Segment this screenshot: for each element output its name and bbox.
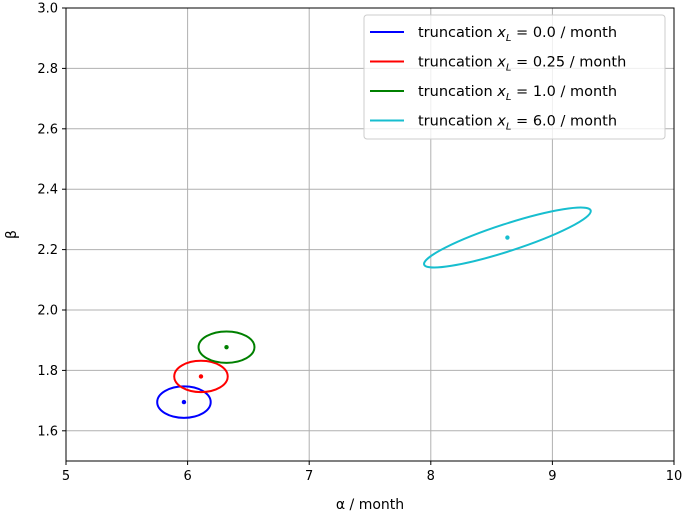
y-tick-label: 1.6 [37, 424, 58, 439]
y-tick-label: 2.0 [37, 304, 58, 319]
ellipses [156, 206, 592, 419]
confidence-ellipse [423, 206, 592, 269]
legend: truncation xL = 0.0 / month truncation xL… [363, 14, 666, 140]
legend-entry: truncation xL = 1.0 / month [418, 84, 617, 103]
plot-frame [65, 7, 675, 462]
y-tick-label: 2.8 [37, 62, 58, 77]
x-tick-label: 10 [666, 469, 683, 484]
x-axis: 5 6 7 8 9 10 [62, 461, 682, 484]
x-tick-label: 8 [427, 469, 435, 484]
legend-entry: truncation xL = 0.25 / month [418, 55, 626, 74]
center-points [181, 235, 510, 405]
center-point [181, 399, 187, 405]
y-axis-label: β [4, 230, 20, 239]
center-point [224, 344, 229, 350]
y-tick-label: 1.8 [37, 364, 58, 379]
confidence-ellipse [156, 385, 212, 419]
y-tick-label: 3.0 [37, 2, 58, 17]
x-tick-label: 9 [548, 469, 556, 484]
center-point [505, 235, 510, 240]
legend-entry: truncation xL = 0.0 / month [418, 25, 617, 44]
y-tick-label: 2.6 [37, 122, 58, 137]
confidence-ellipse [173, 359, 229, 394]
x-tick-label: 6 [183, 469, 191, 484]
x-axis-label: α / month [336, 497, 404, 513]
legend-entry: truncation xL = 6.0 / month [418, 114, 617, 133]
y-axis: 1.6 1.8 2.0 2.2 2.4 2.6 2.8 3.0 [37, 2, 66, 439]
legend-box [363, 14, 666, 140]
x-tick-label: 5 [62, 469, 70, 484]
center-point [198, 374, 204, 379]
y-tick-label: 2.4 [37, 183, 58, 198]
confidence-ellipse [197, 330, 256, 364]
y-tick-label: 2.2 [37, 243, 58, 258]
x-tick-label: 7 [305, 469, 313, 484]
